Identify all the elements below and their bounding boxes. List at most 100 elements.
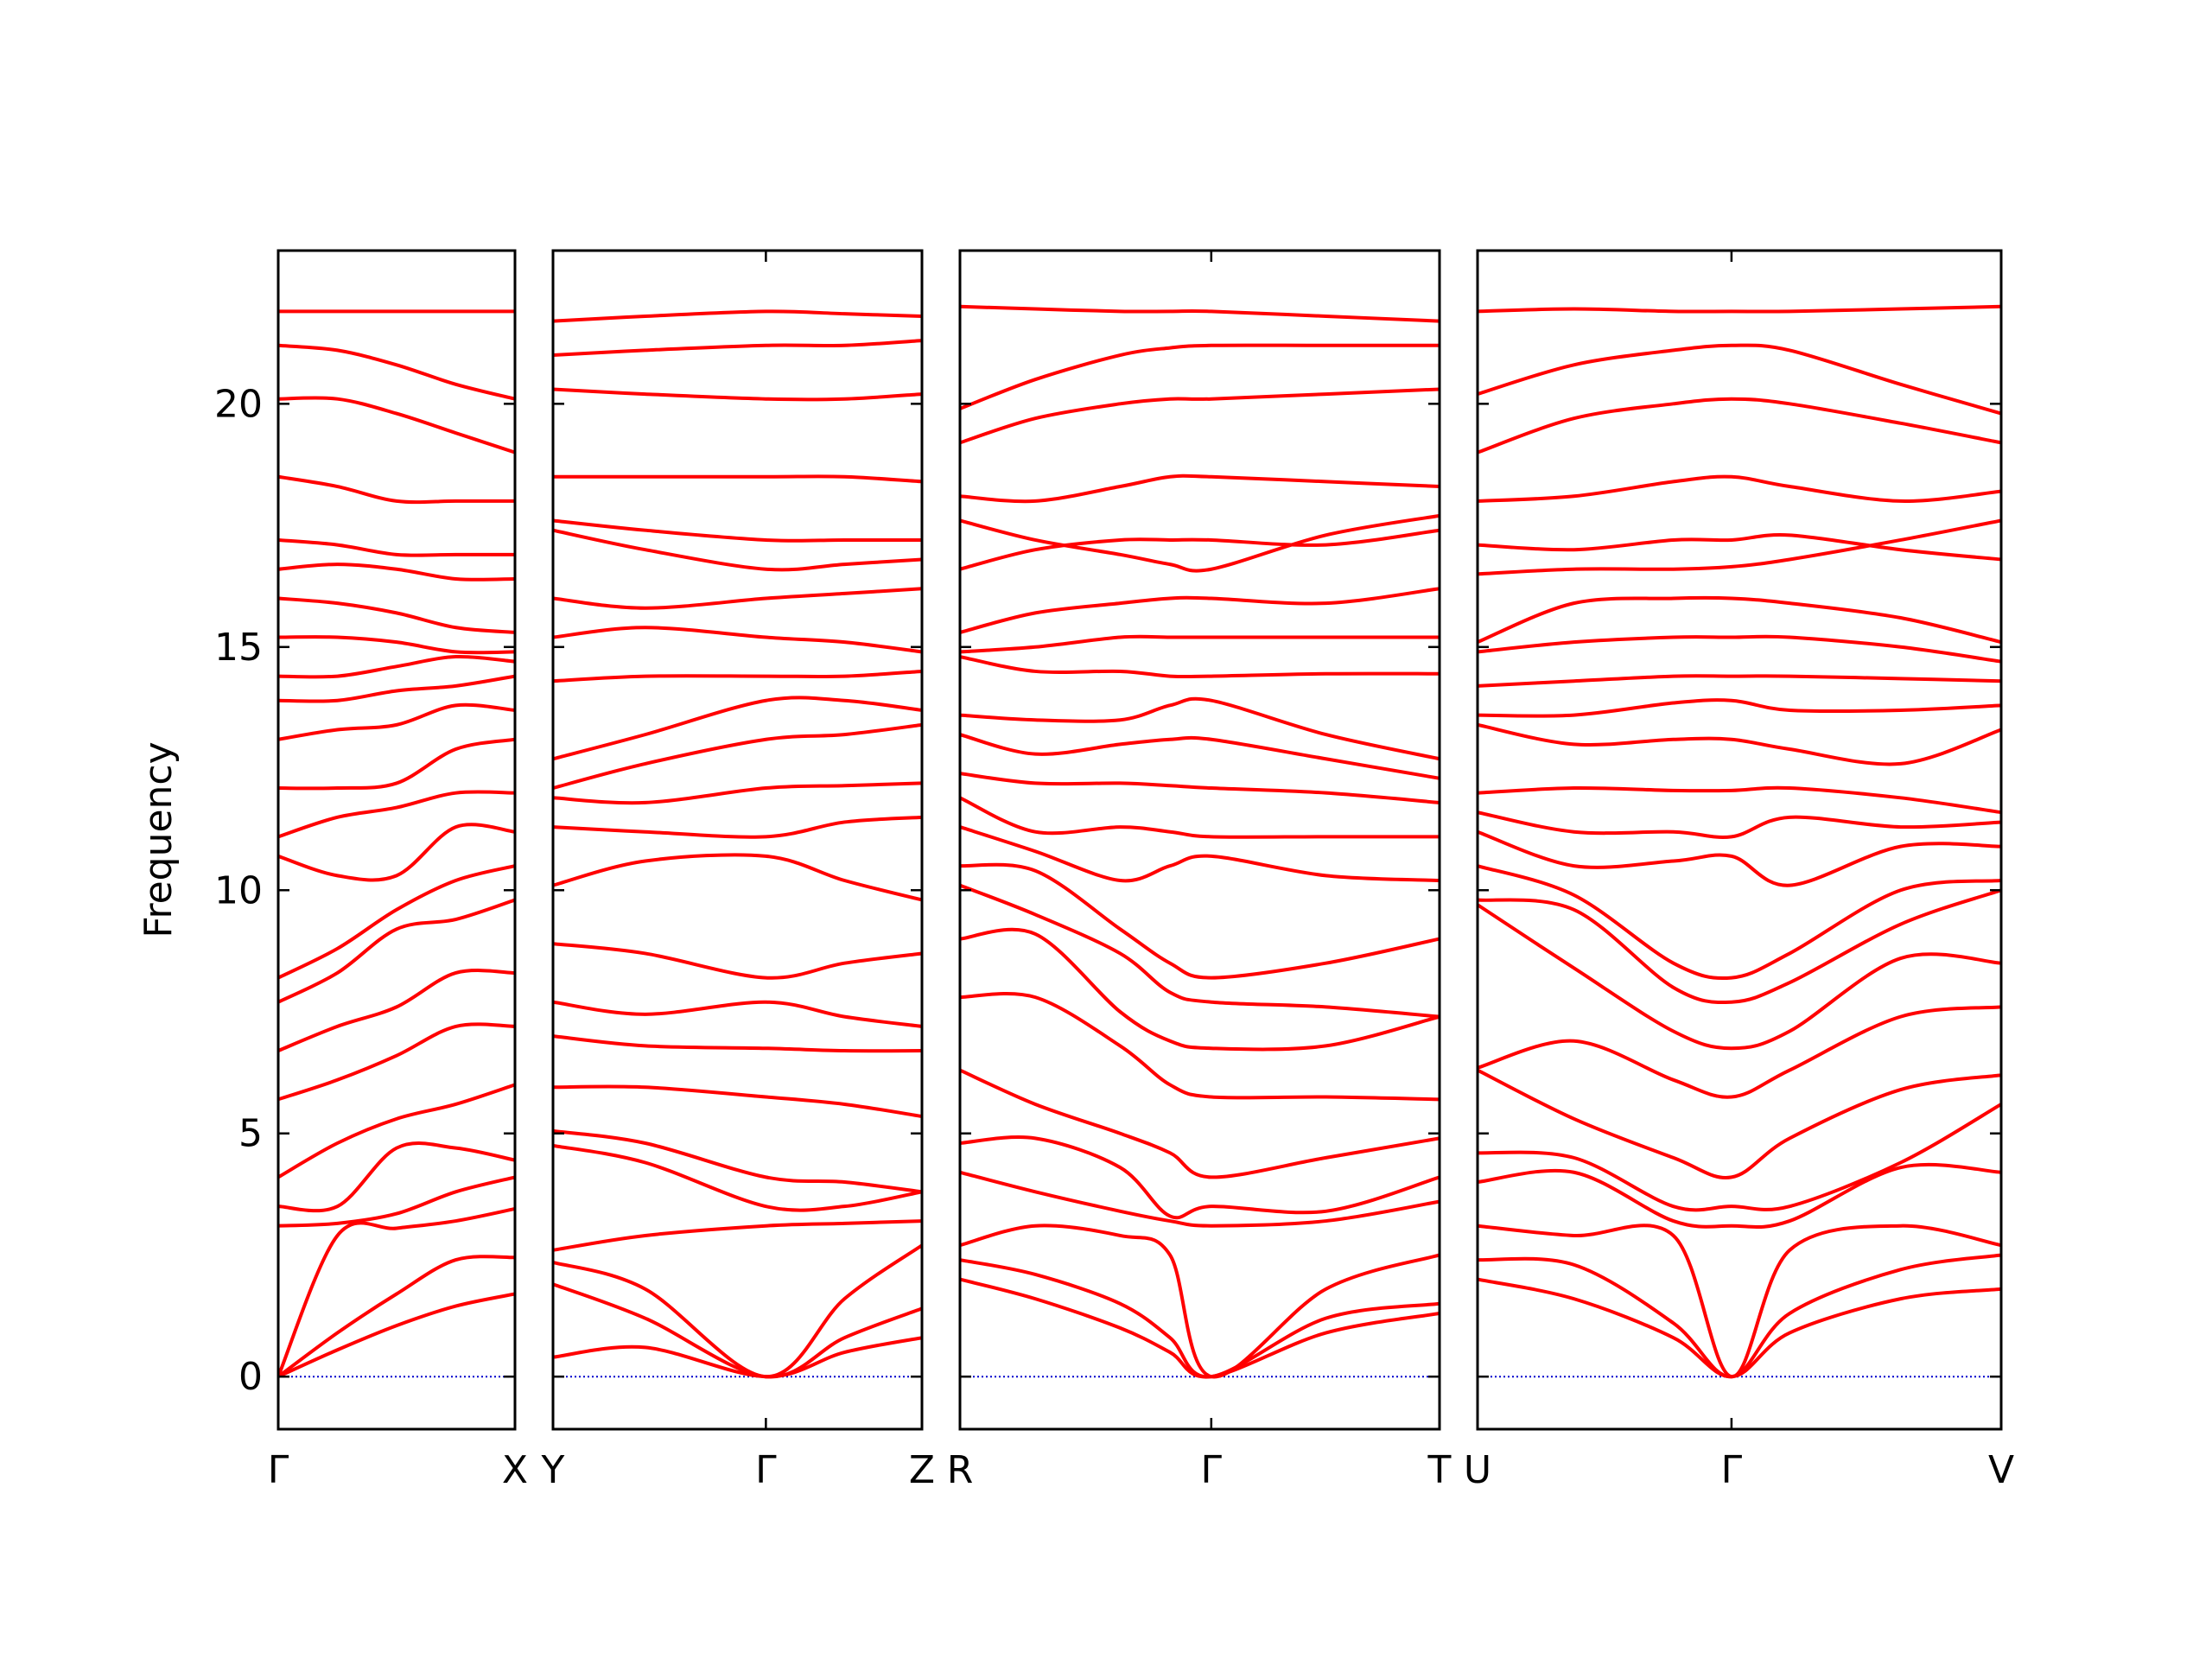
- band-line: [1478, 304, 2001, 314]
- x-tick-label: R: [947, 1448, 974, 1492]
- band-line: [960, 587, 1440, 634]
- band-line: [553, 1128, 922, 1194]
- band-line: [278, 563, 515, 582]
- band-line: [278, 1207, 515, 1377]
- band-line: [278, 396, 515, 454]
- band-line: [960, 1068, 1440, 1179]
- band-line: [960, 1170, 1440, 1228]
- band-line: [960, 927, 1440, 1052]
- band-line: [960, 304, 1440, 323]
- band-line: [553, 339, 922, 358]
- panel: [553, 309, 922, 1379]
- band-line: [278, 1022, 515, 1102]
- band-line: [960, 796, 1440, 839]
- x-tick-label: Y: [541, 1448, 565, 1492]
- band-line: [553, 518, 922, 543]
- band-line: [553, 587, 922, 610]
- band-line: [1478, 595, 2001, 645]
- band-line: [553, 942, 922, 980]
- axes-frame: [1476, 249, 2003, 1431]
- band-line: [960, 1277, 1440, 1379]
- band-line: [553, 1243, 922, 1379]
- band-line: [960, 883, 1440, 1019]
- x-tick-label: Γ: [755, 1448, 777, 1492]
- band-line: [960, 1224, 1440, 1379]
- band-line: [1478, 343, 2001, 416]
- band-line: [1478, 1068, 2001, 1179]
- band-line: [960, 696, 1440, 761]
- y-tick-label: 20: [214, 382, 263, 426]
- band-line: [553, 1034, 922, 1053]
- band-line: [1478, 1253, 2001, 1379]
- band-line: [1478, 830, 2001, 887]
- band-line: [1478, 1224, 2001, 1379]
- band-line: [553, 815, 922, 839]
- band-line: [553, 1143, 922, 1212]
- axes-frame: [958, 249, 1441, 1431]
- band-line: [960, 733, 1440, 780]
- band-line: [553, 669, 922, 683]
- band-line: [553, 696, 922, 761]
- band-line: [960, 825, 1440, 883]
- band-line: [1478, 698, 2001, 718]
- band-line: [278, 674, 515, 703]
- band-line: [1478, 1103, 2001, 1212]
- band-line: [278, 1083, 515, 1179]
- band-line: [553, 853, 922, 902]
- band-line: [553, 528, 922, 572]
- band-line: [553, 474, 922, 484]
- x-tick-label: V: [1988, 1448, 2014, 1492]
- band-line: [960, 528, 1440, 571]
- band-line: [1478, 397, 2001, 454]
- band-line: [553, 309, 922, 323]
- y-tick-label: 15: [214, 626, 263, 670]
- band-line: [1478, 1162, 2001, 1230]
- band-line: [278, 1292, 515, 1379]
- x-tick-label: Γ: [1201, 1448, 1223, 1492]
- band-line: [1478, 903, 2001, 1051]
- band-line: [960, 655, 1440, 679]
- band-line: [960, 634, 1440, 654]
- band-line: [278, 1141, 515, 1213]
- band-line: [278, 596, 515, 634]
- panel: [1478, 304, 2001, 1379]
- band-line: [1478, 1277, 2001, 1379]
- band-line: [278, 1255, 515, 1378]
- band-line: [1478, 634, 2001, 664]
- y-tick-label: 0: [238, 1355, 263, 1399]
- x-tick-label: Z: [909, 1448, 935, 1492]
- band-line: [278, 898, 515, 1004]
- y-tick-label: 5: [238, 1112, 263, 1156]
- band-line: [1478, 888, 2001, 1005]
- band-line: [1478, 518, 2001, 576]
- band-line: [278, 1175, 515, 1228]
- panel: [960, 304, 1440, 1379]
- axes-frame: [276, 249, 517, 1431]
- y-axis-label: Frequency: [137, 741, 181, 938]
- band-line: [278, 969, 515, 1052]
- y-tick-label: 10: [214, 868, 263, 912]
- band-line: [553, 1000, 922, 1028]
- band-line: [278, 635, 515, 655]
- band-line: [1478, 532, 2001, 562]
- band-line: [960, 991, 1440, 1102]
- band-line: [553, 1084, 922, 1119]
- band-line: [1478, 722, 2001, 766]
- band-line: [960, 387, 1440, 445]
- x-tick-label: Γ: [268, 1448, 289, 1492]
- axes-frame: [551, 249, 924, 1431]
- x-tick-label: T: [1427, 1448, 1452, 1492]
- band-line: [1478, 474, 2001, 503]
- band-line: [553, 722, 922, 790]
- band-line: [553, 626, 922, 654]
- band-line: [278, 823, 515, 882]
- band-line: [278, 654, 515, 679]
- band-line: [553, 387, 922, 402]
- band-line: [960, 474, 1440, 504]
- band-line: [1478, 1005, 2001, 1099]
- band-line: [278, 864, 515, 980]
- band-line: [1478, 674, 2001, 688]
- x-tick-label: Γ: [1721, 1448, 1743, 1492]
- band-line: [960, 343, 1440, 410]
